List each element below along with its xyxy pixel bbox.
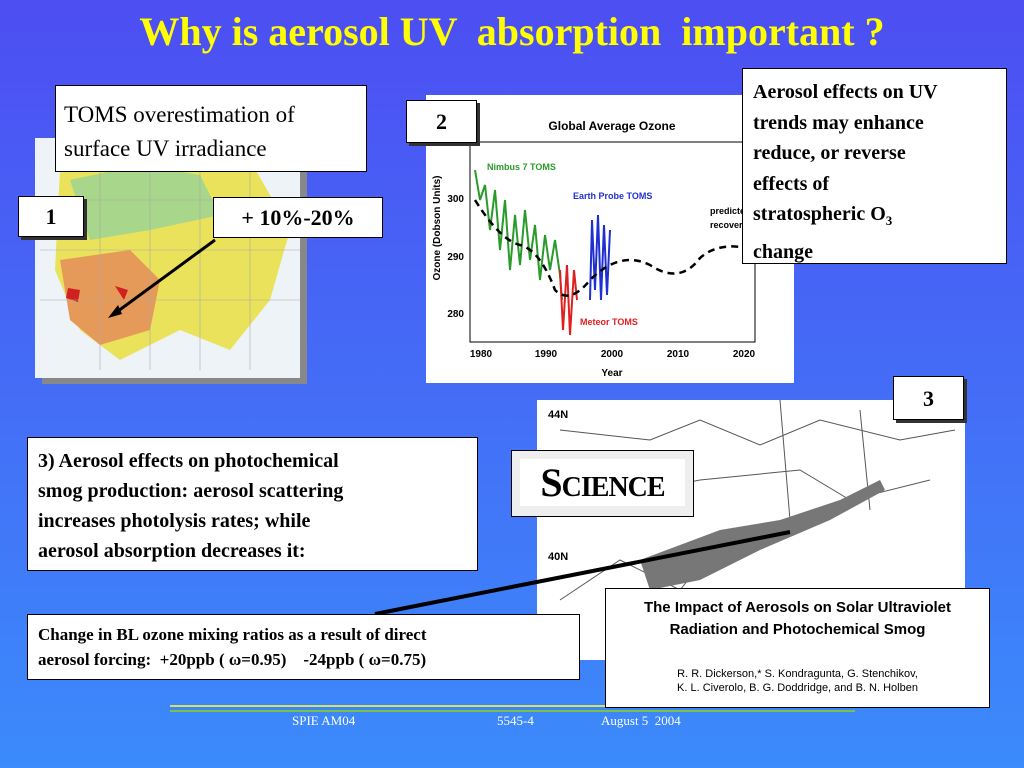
text-line: effects of bbox=[753, 172, 830, 195]
text-line: increases photolysis rates; while bbox=[38, 510, 311, 532]
earth-probe-series bbox=[589, 214, 611, 301]
annotation: Earth Probe TOMS bbox=[573, 191, 652, 201]
paper-authors: R. R. Dickerson,* S. Kondragunta, G. Ste… bbox=[677, 668, 918, 680]
text-line: trends may enhance bbox=[753, 111, 924, 134]
text-line: aerosol absorption decreases it: bbox=[38, 540, 306, 562]
paper-title: The Impact of Aerosols on Solar Ultravio… bbox=[643, 599, 951, 616]
panel-label: 1 bbox=[18, 196, 84, 237]
map-label: 44N bbox=[548, 409, 568, 421]
smog-band bbox=[640, 480, 885, 590]
chart-title: Global Average Ozone bbox=[548, 119, 675, 133]
text-line: reduce, or reverse bbox=[753, 142, 906, 164]
model-series bbox=[473, 199, 756, 297]
toms-box: TOMS overestimation of surface UV irradi… bbox=[55, 85, 367, 172]
uv-map bbox=[35, 138, 307, 384]
x-tick-label: 1980 bbox=[470, 349, 493, 360]
percent-box: + 10%-20% bbox=[213, 197, 383, 238]
paper-box: The Impact of Aerosols on Solar Ultravio… bbox=[605, 588, 990, 708]
panel-label: 2 bbox=[406, 100, 477, 143]
map-hotspot bbox=[66, 286, 128, 302]
arrow bbox=[113, 238, 216, 316]
nimbus-series bbox=[474, 169, 563, 301]
footer-text: August 5 2004 bbox=[601, 713, 681, 728]
x-tick-label: 2000 bbox=[601, 349, 624, 360]
map-region bbox=[70, 165, 220, 240]
science-logo: Science bbox=[511, 450, 694, 517]
paper-authors: K. L. Civerolo, B. G. Doddridge, and B. … bbox=[677, 682, 918, 694]
annotation: predicted bbox=[710, 206, 751, 216]
trend-box: Aerosol effects on UV trends may enhance… bbox=[742, 68, 1007, 264]
subscript: 3 bbox=[885, 213, 893, 228]
footer-text: SPIE AM04 bbox=[292, 713, 356, 728]
ozone-chart: Global Average Ozone Ozone (Dobson Units… bbox=[426, 95, 794, 383]
map-grid bbox=[40, 145, 300, 370]
text: stratospheric O bbox=[753, 203, 886, 225]
panel-label: 3 bbox=[893, 376, 964, 420]
annotation: Nimbus 7 TOMS bbox=[487, 162, 556, 172]
smog-box: 3) Aerosol effects on photochemical smog… bbox=[27, 437, 478, 571]
connector-line bbox=[374, 530, 791, 616]
annotation: Meteor TOMS bbox=[580, 317, 638, 327]
meteor-series bbox=[559, 264, 578, 336]
text-line: Aerosol effects on UV bbox=[753, 81, 938, 103]
x-tick-label: 2010 bbox=[667, 349, 690, 360]
x-tick-label: 2020 bbox=[733, 349, 756, 360]
paper-title: Radiation and Photochemical Smog bbox=[669, 621, 926, 638]
text-line: surface UV irradiance bbox=[64, 136, 267, 161]
text-line: aerosol forcing: +20ppb ( ω=0.95) -24ppb… bbox=[38, 650, 427, 669]
logo-text: Science bbox=[520, 459, 685, 506]
annotation: recovery bbox=[710, 220, 748, 230]
text-line: smog production: aerosol scattering bbox=[38, 480, 344, 502]
x-label: Year bbox=[601, 368, 622, 379]
text-line: 3) Aerosol effects on photochemical bbox=[38, 450, 339, 472]
y-label: Ozone (Dobson Units) bbox=[432, 176, 443, 281]
y-tick-label: 300 bbox=[447, 194, 464, 205]
text-line: Change in BL ozone mixing ratios as a re… bbox=[38, 625, 427, 644]
text-line: change bbox=[753, 240, 813, 263]
x-tick-label: 1990 bbox=[535, 349, 558, 360]
arrow-head bbox=[108, 305, 122, 318]
map-label: 40N bbox=[548, 551, 568, 563]
text-line: TOMS overestimation of bbox=[64, 102, 295, 127]
slide-title: Why is aerosol UV absorption important ? bbox=[139, 9, 885, 54]
y-tick-label: 280 bbox=[447, 309, 464, 320]
y-tick-label: 290 bbox=[447, 252, 464, 263]
ozone-box: Change in BL ozone mixing ratios as a re… bbox=[27, 614, 580, 680]
footer-text: 5545-4 bbox=[497, 713, 534, 728]
map-region bbox=[60, 250, 160, 345]
text-line: stratospheric O3 bbox=[753, 199, 996, 237]
